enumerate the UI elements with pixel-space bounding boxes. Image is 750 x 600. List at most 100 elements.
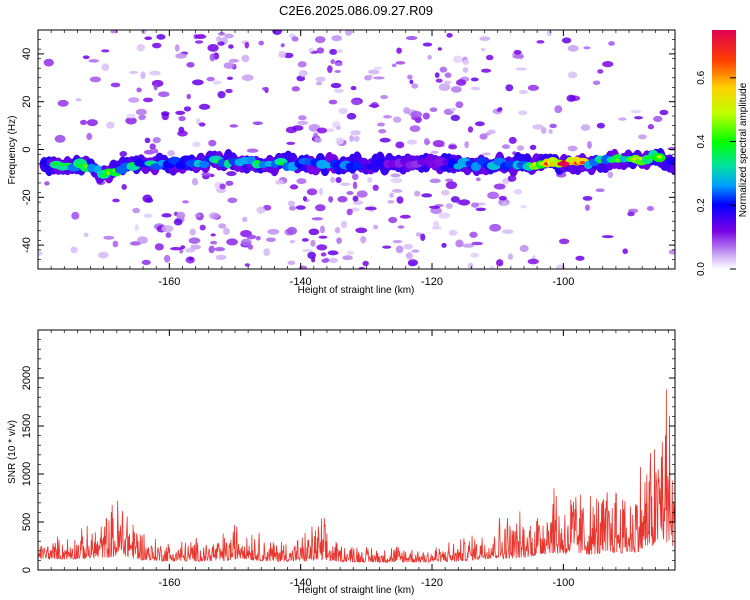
heatmap-noise-cell	[161, 213, 172, 218]
heatmap-noise-cell	[209, 53, 216, 62]
heatmap-band-cell	[359, 157, 369, 166]
heatmap-noise-cell	[340, 220, 348, 229]
heatmap-noise-cell	[212, 80, 222, 85]
heatmap-noise-cell	[263, 248, 271, 257]
heatmap-noise-cell	[501, 144, 510, 149]
heatmap-noise-cell	[445, 203, 453, 210]
heatmap-noise-cell	[330, 82, 342, 89]
heatmap-noise-cell	[337, 196, 348, 203]
heatmap-noise-cell	[630, 109, 642, 114]
heatmap-noise-cell	[558, 238, 570, 245]
heatmap-y-axis: -40 -20 0 20 40	[21, 29, 675, 270]
heatmap-noise-cell	[101, 63, 110, 71]
heatmap-x-tick-label: -140	[290, 276, 312, 288]
colorbar: 0.0 0.2 0.4 0.6 Normalized spectral amplitu…	[696, 30, 749, 276]
heatmap-noise-cell	[106, 121, 115, 129]
heatmap-noise-cell	[334, 227, 341, 234]
heatmap-noise-cell	[429, 178, 441, 184]
heatmap-noise-cell	[291, 86, 300, 92]
heatmap-noise-cell	[229, 124, 238, 128]
heatmap-noise-cell	[467, 126, 474, 133]
heatmap-noise-cell	[428, 205, 441, 209]
heatmap-band-peak-cell	[100, 173, 107, 178]
heatmap-x-label: Height of straight line (km)	[298, 285, 415, 296]
heatmap-noise-cell	[390, 177, 403, 184]
heatmap-x-tick-label: -100	[552, 276, 574, 288]
heatmap-noise-cell	[194, 34, 207, 40]
heatmap-band-peak-cell	[614, 158, 621, 163]
heatmap-noise-cell	[396, 47, 402, 54]
heatmap-noise-cell	[403, 107, 411, 114]
heatmap-noise-cell	[479, 133, 488, 140]
heatmap-noise-cell	[140, 30, 147, 35]
heatmap-noise-cell	[646, 206, 654, 211]
heatmap-noise-cell	[149, 70, 161, 76]
heatmap-noise-cell	[110, 82, 121, 88]
heatmap-noise-cell	[194, 40, 204, 44]
heatmap-noise-cell	[144, 197, 154, 203]
heatmap-noise-cell	[328, 196, 334, 203]
heatmap-noise-cell	[218, 223, 227, 229]
heatmap-noise-cell	[210, 233, 216, 237]
heatmap-noise-cell	[127, 97, 140, 103]
heatmap-noise-cell	[507, 253, 514, 260]
heatmap-noise-cell	[288, 205, 297, 211]
heatmap-noise-cell	[379, 137, 391, 143]
heatmap-noise-cell	[434, 72, 440, 78]
heatmap-noise-cell	[450, 196, 460, 203]
heatmap-noise-cell	[501, 177, 510, 185]
heatmap-noise-cell	[328, 257, 338, 263]
heatmap-noise-cell	[143, 149, 155, 155]
heatmap-noise-cell	[407, 259, 419, 267]
heatmap-noise-cell	[431, 226, 442, 230]
heatmap-noise-cell	[516, 145, 525, 151]
heatmap-noise-cell	[638, 134, 647, 140]
heatmap-noise-cell	[344, 30, 353, 36]
heatmap-noise-cell	[474, 121, 485, 127]
heatmap-noise-cell	[355, 227, 368, 234]
heatmap-noise-cell	[422, 42, 433, 47]
heatmap-noise-cell	[315, 36, 326, 44]
heatmap-noise-cell	[346, 112, 357, 120]
heatmap-noise-cell	[209, 212, 220, 220]
heatmap-noise-cell	[138, 115, 146, 121]
heatmap-noise-cell	[275, 179, 285, 185]
heatmap-noise-cell	[54, 134, 66, 143]
heatmap-noise-cell	[70, 246, 78, 254]
heatmap-noise-cell	[143, 213, 153, 218]
snr-panel: -160 -140 -120 -100 0 500 1000 1500 2000 Height…	[7, 329, 676, 596]
heatmap-noise-cell	[435, 78, 443, 83]
heatmap-noise-cell	[175, 110, 186, 116]
colorbar-gradient	[712, 30, 736, 269]
heatmap-noise-cell	[217, 41, 225, 46]
heatmap-noise-cell	[176, 211, 186, 220]
heatmap-noise-cell	[493, 183, 506, 190]
heatmap-noise-cell	[286, 226, 297, 235]
heatmap-noise-cell	[406, 139, 418, 145]
heatmap-noise-cell	[422, 112, 430, 120]
heatmap-noise-cell	[362, 260, 369, 267]
heatmap-noise-cell	[79, 119, 88, 125]
heatmap-noise-cell	[333, 88, 344, 93]
heatmap-noise-cell	[169, 246, 182, 251]
heatmap-noise-cell	[358, 266, 366, 269]
heatmap-noise-cell	[433, 220, 440, 228]
heatmap-noise-cell	[444, 72, 452, 78]
heatmap-noise-cell	[173, 218, 183, 226]
heatmap-noise-cell	[634, 116, 644, 120]
colorbar-ticks: 0.0 0.2 0.4 0.6	[696, 70, 736, 276]
heatmap-noise-cell	[587, 140, 592, 149]
colorbar-label: Normalized spectral amplitude	[738, 82, 749, 217]
heatmap-noise-cell	[527, 258, 539, 265]
heatmap-noise-cell	[464, 141, 469, 149]
heatmap-noise-cell	[554, 105, 563, 114]
heatmap-noise-cell	[330, 59, 336, 65]
heatmap-noise-cell	[278, 50, 286, 59]
heatmap-noise-cell	[342, 255, 353, 261]
heatmap-noise-cell	[338, 107, 348, 115]
heatmap-noise-cell	[382, 245, 392, 249]
heatmap-noise-cell	[439, 66, 448, 73]
heatmap-noise-cell	[125, 116, 137, 125]
heatmap-noise-cell	[208, 139, 217, 147]
colorbar-tick-label: 0.6	[696, 70, 707, 84]
